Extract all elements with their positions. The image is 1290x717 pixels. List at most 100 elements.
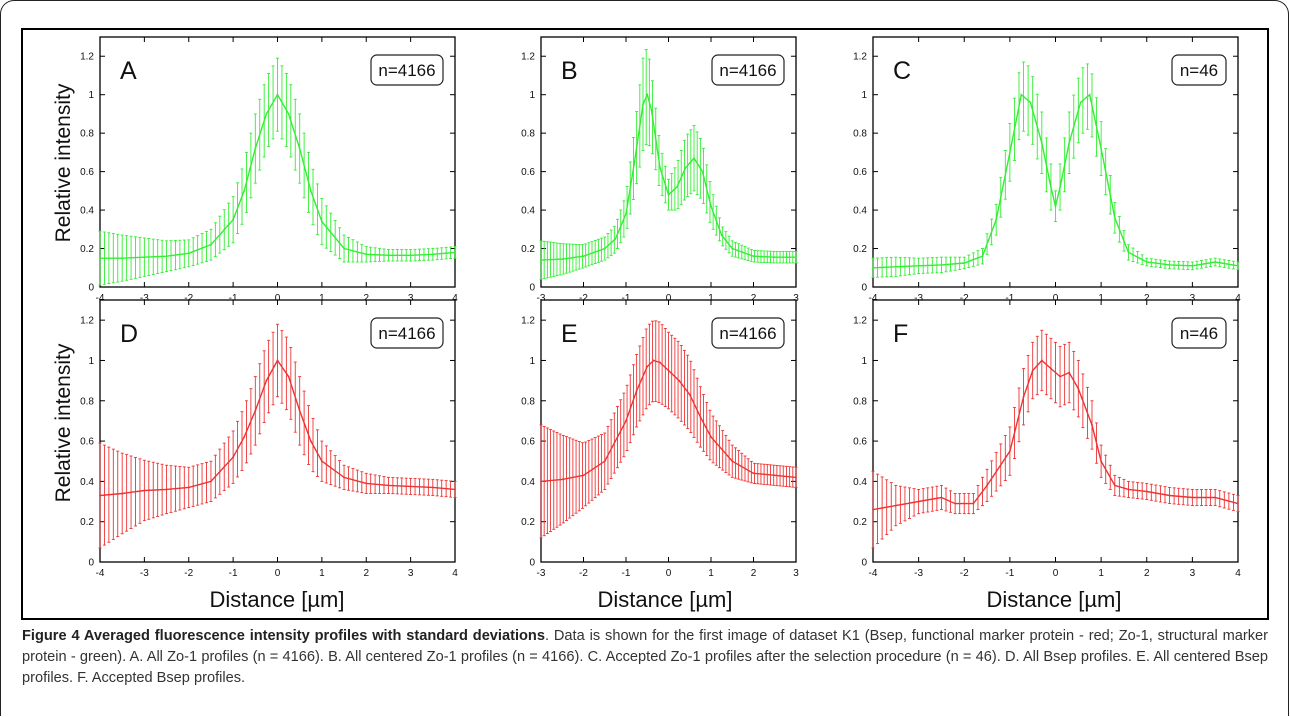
data-point — [1168, 263, 1171, 266]
data-point — [917, 264, 920, 267]
n-annotation-box — [711, 54, 785, 86]
data-point — [1008, 151, 1011, 154]
caption-text: . Data is shown for the first image of d… — [22, 628, 1268, 686]
x-tick-label: 2 — [1144, 293, 1150, 304]
data-point — [365, 253, 368, 256]
y-tick-label: 0.4 — [80, 477, 94, 488]
x-tick-label: 0 — [1053, 293, 1059, 304]
mean-line — [540, 92, 796, 261]
data-point — [652, 359, 655, 362]
panel-letter: B — [561, 57, 578, 85]
data-point — [1040, 359, 1043, 362]
data-point — [603, 247, 606, 250]
panel-e: 0 0.2 0.4 0.6 0.8 1 1.2 -3 -2 -1 0 1 2 3 E n=4166 — [521, 299, 799, 579]
data-point — [540, 480, 542, 483]
data-point — [243, 189, 246, 192]
x-tick-label: 2 — [751, 568, 757, 579]
panel-letter: C — [893, 57, 911, 85]
data-point — [387, 254, 390, 257]
data-point — [287, 375, 290, 378]
n-annotation: n=4166 — [719, 61, 776, 80]
figure-caption: Figure 4 Averaged fluorescence intensity… — [22, 626, 1268, 689]
y-tick-label: 0.8 — [80, 129, 94, 140]
data-point — [1113, 216, 1116, 219]
data-point — [582, 474, 585, 477]
data-point — [1113, 484, 1116, 487]
y-tick-label: 0.6 — [853, 167, 867, 178]
data-point — [143, 256, 146, 259]
data-point — [963, 262, 966, 264]
panels-group: 0 0.2 0.4 0.6 0.8 1 1.2 -4 -3 -2 -1 0 1 2 3 4 A n=4166 0 0.… — [80, 36, 1241, 579]
x-tick-label: 3 — [793, 568, 799, 579]
data-point — [917, 500, 920, 503]
x-tick-label: -3 — [537, 568, 546, 579]
x-tick-label: 0 — [666, 293, 672, 304]
data-point — [1214, 261, 1217, 263]
data-point — [309, 189, 312, 192]
data-point — [210, 243, 212, 246]
y-tick-label: 0.8 — [853, 129, 867, 140]
caption-title: Figure 4 Averaged fluorescence intensity… — [22, 628, 545, 644]
data-point — [276, 93, 279, 96]
y-tick-label: 0.2 — [80, 517, 94, 528]
y-tick-label: 1 — [88, 90, 94, 101]
data-point — [561, 258, 564, 261]
x-axis-title-2: Distance [µm] — [598, 587, 733, 612]
data-point — [276, 359, 279, 362]
data-point — [143, 489, 146, 492]
y-tick-label: 0.2 — [521, 517, 535, 528]
y-tick-label: 0.6 — [521, 437, 535, 448]
n-annotation: n=4166 — [719, 324, 776, 343]
data-point — [232, 456, 235, 459]
data-point — [409, 254, 412, 257]
data-point — [1020, 93, 1023, 96]
data-point — [940, 496, 943, 499]
y-tick-label: 0.6 — [521, 167, 535, 178]
data-point — [582, 255, 585, 258]
data-point — [795, 476, 797, 479]
data-point — [940, 263, 943, 266]
data-point — [693, 157, 695, 160]
x-tick-label: 4 — [1235, 568, 1241, 579]
y-tick-label: 0.8 — [80, 396, 94, 407]
data-point — [710, 436, 712, 438]
panel-a: 0 0.2 0.4 0.6 0.8 1 1.2 -4 -3 -2 -1 0 1 2 3 4 A n=4166 — [80, 36, 458, 304]
x-tick-label: 0 — [275, 568, 281, 579]
data-point — [287, 113, 290, 115]
data-point — [1168, 494, 1171, 497]
data-point — [1100, 460, 1103, 463]
data-point — [320, 460, 323, 463]
data-point — [650, 109, 653, 111]
data-point — [633, 161, 636, 163]
data-point — [659, 166, 661, 169]
data-point — [454, 251, 456, 254]
data-point — [187, 252, 190, 255]
n-annotation: n=46 — [1180, 324, 1218, 343]
data-point — [187, 486, 190, 489]
y-tick-label: 0.2 — [521, 244, 535, 255]
data-point — [710, 205, 712, 208]
y-tick-label: 0.6 — [80, 437, 94, 448]
x-tick-label: -3 — [914, 293, 923, 304]
x-tick-label: 2 — [363, 293, 369, 304]
data-point — [431, 253, 434, 256]
n-annotation-box — [1171, 317, 1227, 349]
data-point — [872, 266, 874, 269]
x-tick-label: 4 — [1235, 293, 1241, 304]
x-tick-label: 1 — [319, 568, 325, 579]
x-tick-label: -3 — [140, 568, 149, 579]
y-tick-label: 1.2 — [521, 316, 535, 327]
data-point — [1068, 371, 1071, 374]
x-tick-label: -4 — [96, 568, 105, 579]
data-point — [720, 234, 723, 236]
data-point — [642, 103, 644, 106]
data-point — [1145, 490, 1148, 493]
data-point — [210, 480, 212, 483]
n-annotation-box — [370, 317, 444, 349]
x-tick-label: -3 — [914, 568, 923, 579]
data-point — [1127, 251, 1130, 254]
data-point — [1029, 101, 1032, 104]
data-point — [298, 409, 301, 412]
x-tick-label: 1 — [1098, 293, 1104, 304]
